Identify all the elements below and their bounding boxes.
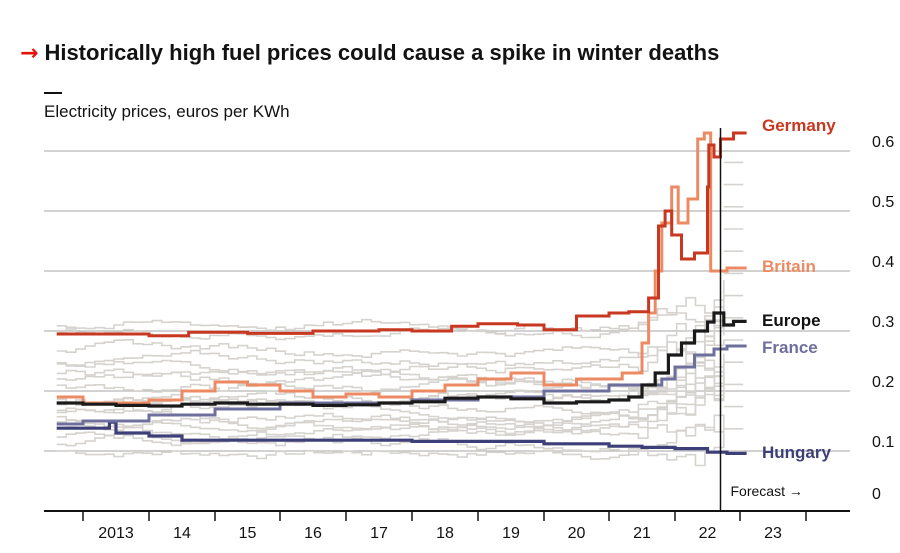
series-line-france bbox=[56, 344, 747, 426]
series-labels: Germany Britain Europe France Hungary bbox=[762, 116, 836, 462]
series-label-hungary: Hungary bbox=[762, 443, 832, 462]
x-tick-label: 20 bbox=[568, 525, 586, 542]
background-series-line bbox=[56, 389, 725, 441]
chart-subtitle: Electricity prices, euros per KWh bbox=[44, 102, 290, 121]
y-tick-label: 0.6 bbox=[872, 134, 894, 151]
background-series-line bbox=[56, 414, 725, 447]
background-series-line bbox=[56, 415, 725, 460]
series-line-europe bbox=[56, 311, 747, 408]
background-series-line bbox=[56, 381, 725, 436]
y-tick-label: 0.2 bbox=[872, 374, 894, 391]
x-tick-label: 2013 bbox=[98, 525, 134, 542]
axes: 0 0.1 0.2 0.3 0.4 0.5 0.6 2013 14 15 16 17 18 19 20 21 2… bbox=[44, 128, 894, 542]
background-series-line bbox=[56, 382, 725, 424]
chart-title-row: → Historically high fuel prices could ca… bbox=[20, 40, 719, 66]
y-tick-label: 0.3 bbox=[872, 314, 894, 331]
series-line-germany bbox=[56, 131, 747, 338]
x-tick-label: 23 bbox=[764, 525, 782, 542]
subtitle-rule bbox=[44, 92, 62, 94]
gridlines bbox=[44, 150, 850, 452]
chart-title: Historically high fuel prices could caus… bbox=[44, 40, 720, 65]
series-label-britain: Britain bbox=[762, 257, 816, 276]
y-tick-label: 0.5 bbox=[872, 194, 894, 211]
x-tick-label: 21 bbox=[633, 525, 651, 542]
y-tick-label: 0 bbox=[872, 486, 881, 503]
x-tick-label: 15 bbox=[239, 525, 257, 542]
highlighted-series bbox=[56, 131, 747, 455]
background-series-line bbox=[56, 431, 725, 467]
series-line-hungary bbox=[56, 420, 747, 455]
x-tick-label: 18 bbox=[436, 525, 454, 542]
series-line-britain bbox=[56, 131, 747, 405]
background-series-line bbox=[56, 324, 725, 376]
x-tick-label: 17 bbox=[370, 525, 388, 542]
series-label-europe: Europe bbox=[762, 311, 821, 330]
x-tick-label: 22 bbox=[699, 525, 717, 542]
x-tick-label: 14 bbox=[173, 525, 191, 542]
title-arrow-icon: → bbox=[20, 40, 39, 66]
series-label-germany: Germany bbox=[762, 116, 836, 135]
background-series-line bbox=[56, 280, 725, 335]
background-series-line bbox=[56, 296, 725, 358]
background-series bbox=[56, 161, 744, 467]
y-tick-label: 0.4 bbox=[872, 254, 894, 271]
series-label-france: France bbox=[762, 338, 818, 357]
x-tick-label: 16 bbox=[304, 525, 322, 542]
y-tick-label: 0.1 bbox=[872, 434, 894, 451]
background-series-line bbox=[56, 365, 725, 433]
background-series-line bbox=[56, 348, 725, 383]
x-tick-label: 19 bbox=[502, 525, 520, 542]
background-series-line bbox=[56, 366, 725, 418]
forecast-label: Forecast → bbox=[731, 483, 803, 499]
